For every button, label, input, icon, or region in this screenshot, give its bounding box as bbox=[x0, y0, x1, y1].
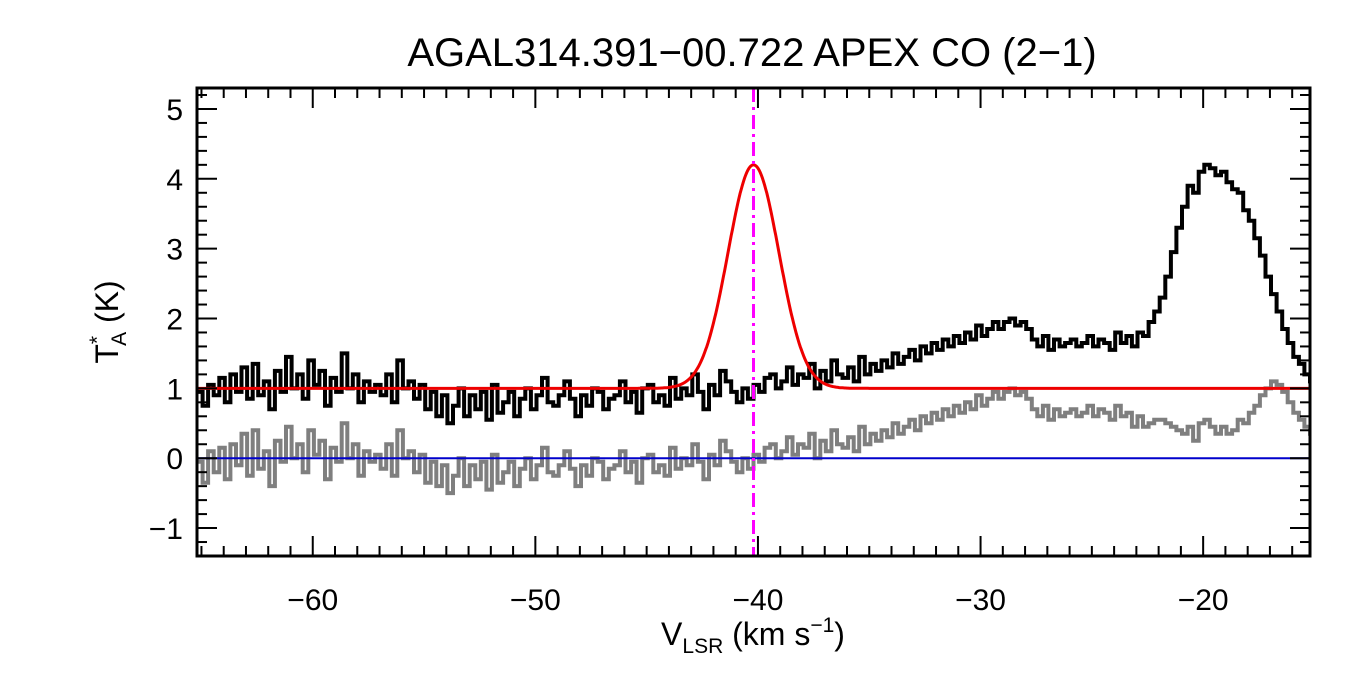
x-axis-label-unit: (km s bbox=[723, 616, 810, 652]
x-axis-label: VLSR (km s−1) bbox=[661, 614, 845, 658]
y-axis-label-subscript: A bbox=[108, 332, 131, 346]
y-tick-label: 2 bbox=[166, 304, 183, 337]
y-axis-label-unit: (K) bbox=[89, 280, 125, 332]
y-axis-label-main: T bbox=[89, 344, 125, 364]
y-tick-label: 3 bbox=[166, 234, 183, 267]
plot-frame bbox=[195, 86, 1312, 558]
y-tick-label: −1 bbox=[149, 513, 183, 546]
observed-spectrum-line bbox=[197, 162, 1310, 426]
x-tick-label: −20 bbox=[1178, 584, 1229, 617]
residual-line bbox=[197, 379, 1310, 496]
x-tick-label: −50 bbox=[510, 584, 561, 617]
x-axis-label-close: ) bbox=[834, 616, 845, 652]
y-axis-label: T*A (K) bbox=[86, 280, 131, 363]
y-tick-label: 1 bbox=[166, 373, 183, 406]
x-axis-label-superscript: −1 bbox=[810, 614, 834, 637]
reference-lines bbox=[197, 88, 1310, 556]
axis-ticks bbox=[197, 88, 1310, 556]
chart-title: AGAL314.391−00.722 APEX CO (2−1) bbox=[407, 31, 1096, 75]
y-tick-label: 0 bbox=[166, 443, 183, 476]
x-tick-label: −40 bbox=[733, 584, 784, 617]
x-tick-label: −30 bbox=[955, 584, 1006, 617]
series-layer bbox=[197, 162, 1310, 496]
x-tick-label: −60 bbox=[287, 584, 338, 617]
gaussian-fit-line bbox=[197, 163, 1310, 390]
y-tick-label: 4 bbox=[166, 164, 183, 197]
x-tick-labels: −60 −50 −40 −30 −20 bbox=[287, 584, 1228, 617]
y-tick-label: 5 bbox=[166, 94, 183, 127]
plot-area bbox=[197, 88, 1310, 556]
x-axis-label-subscript: LSR bbox=[682, 635, 723, 658]
x-axis-label-main: V bbox=[661, 616, 683, 652]
y-axis-label-superscript: * bbox=[86, 336, 109, 344]
y-tick-labels: −1 0 1 2 3 4 5 bbox=[149, 94, 183, 546]
